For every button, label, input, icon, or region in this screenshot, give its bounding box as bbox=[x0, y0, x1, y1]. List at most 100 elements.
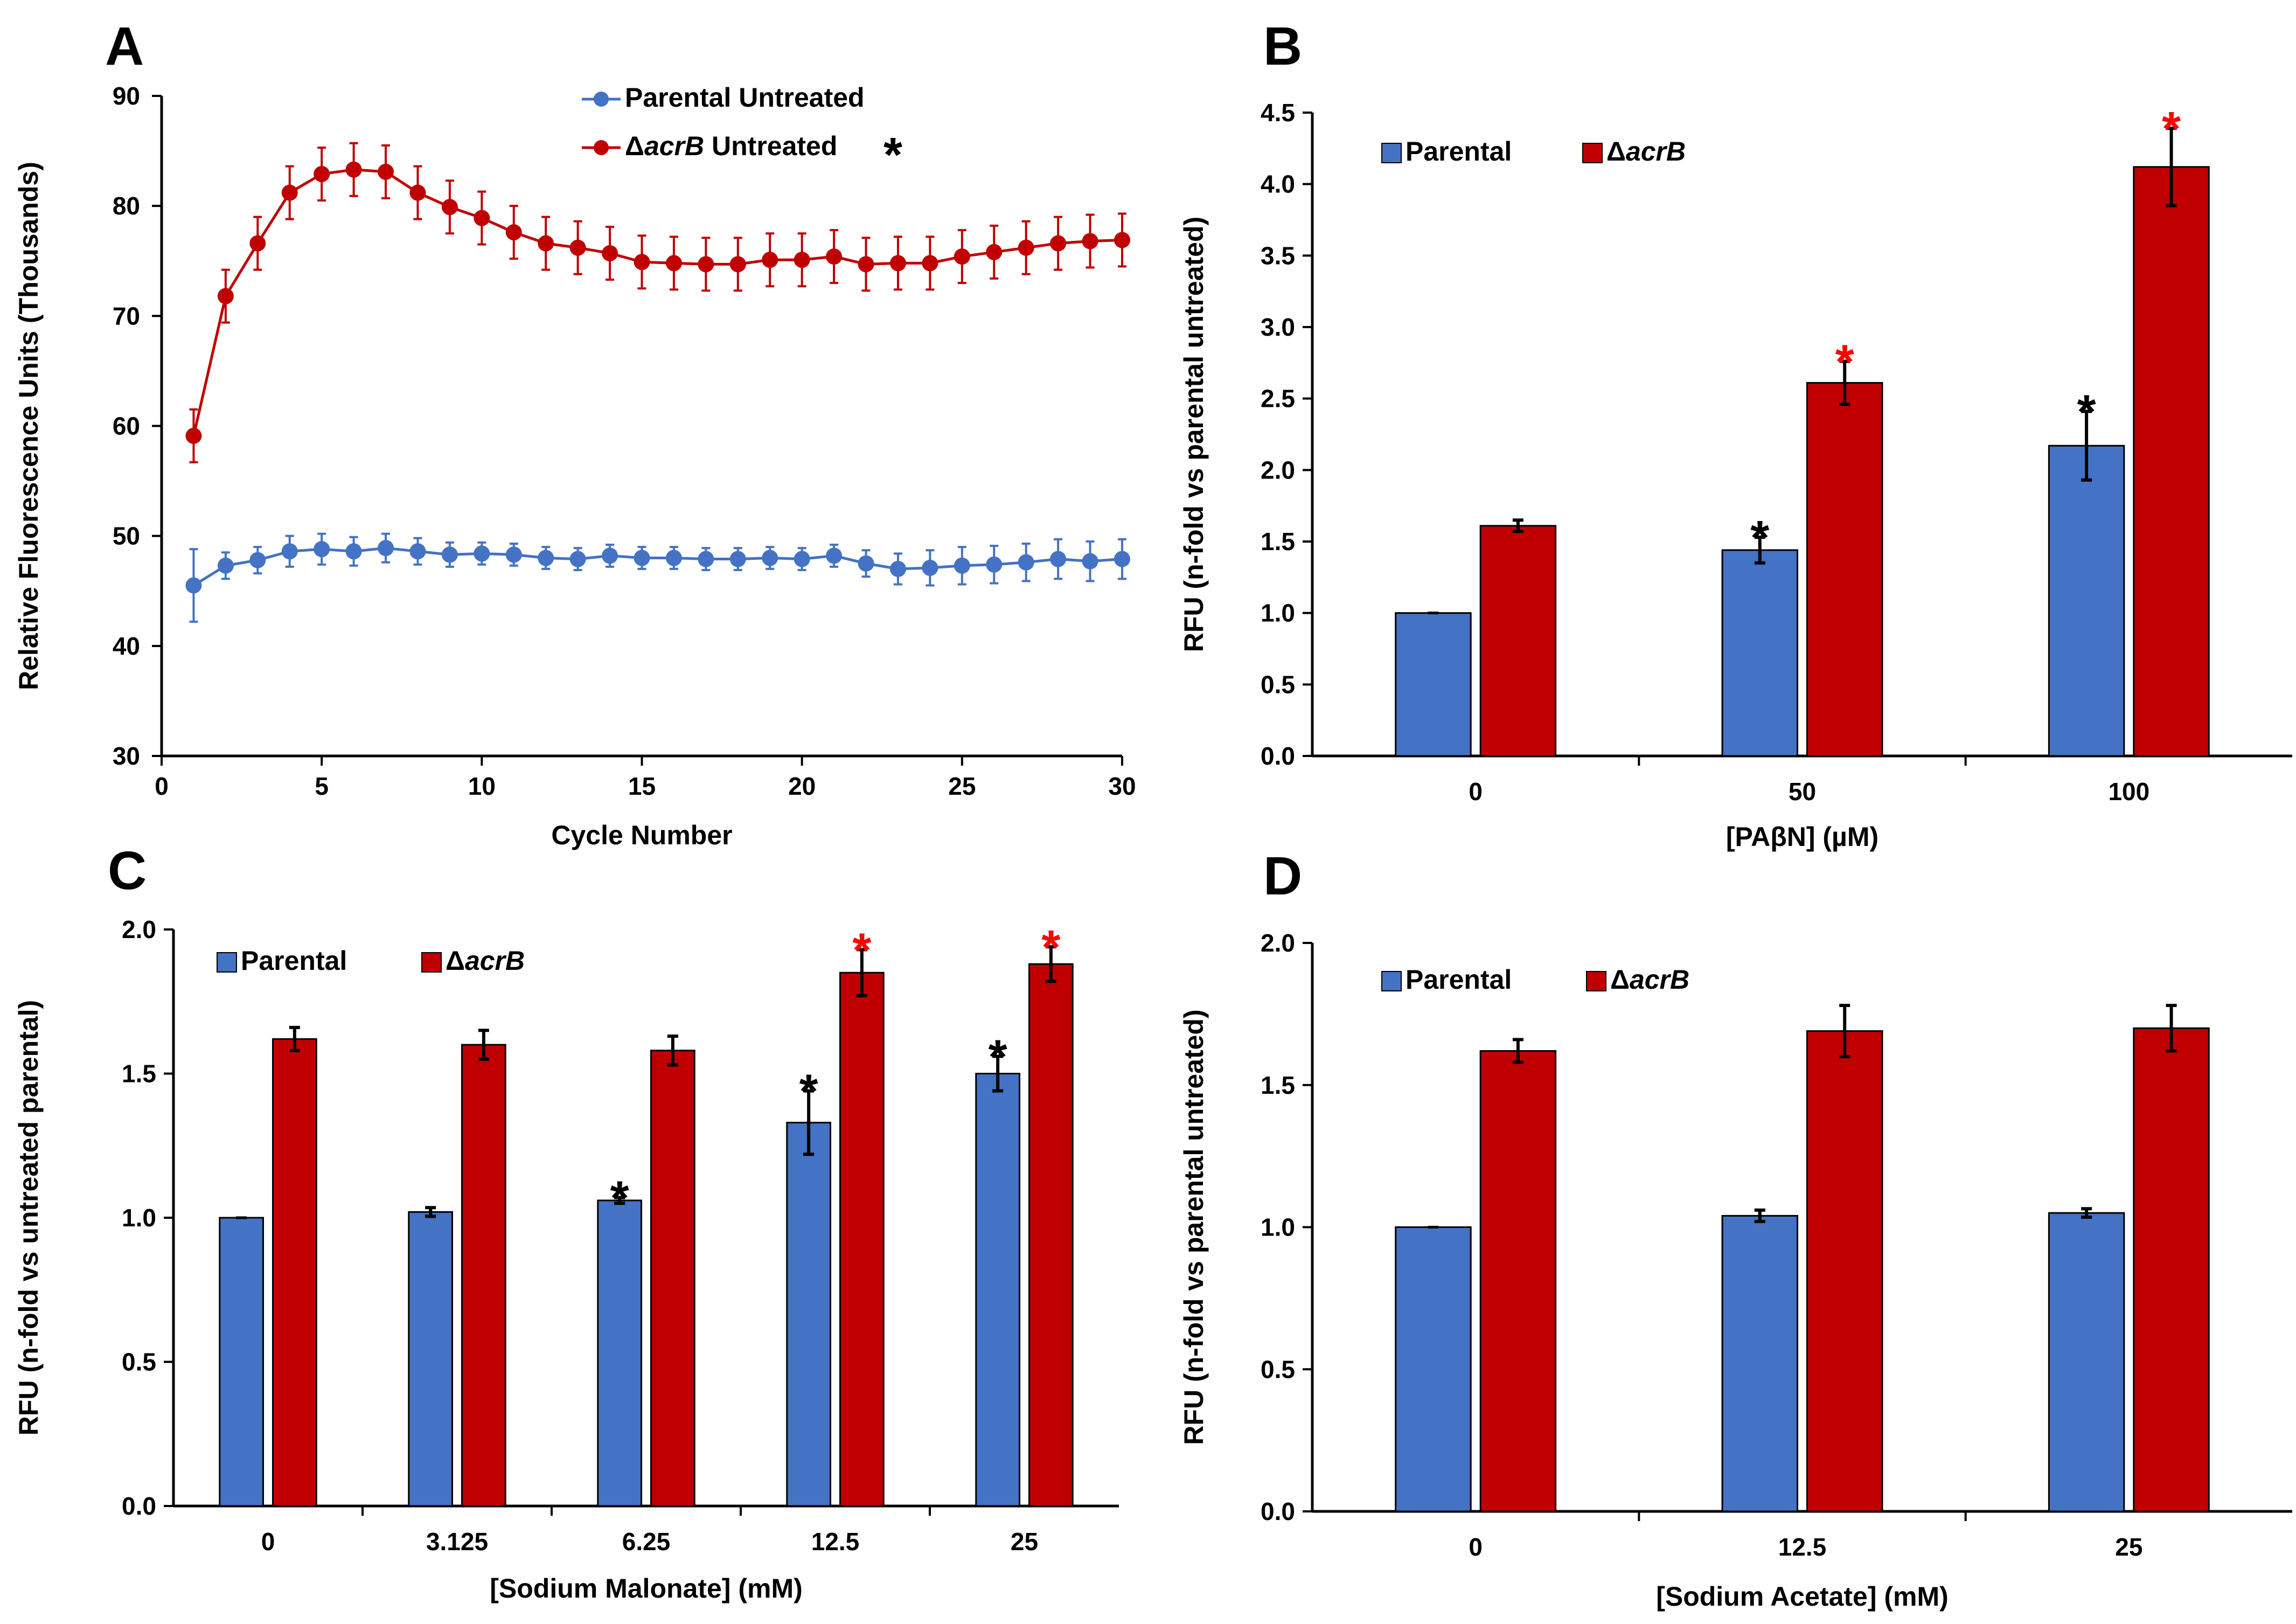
legend-italic: acrB bbox=[1630, 964, 1689, 995]
panel-b-y-tick-label: 4.5 bbox=[1261, 99, 1295, 127]
panel-b-x-tick-label: 100 bbox=[2108, 778, 2149, 806]
panel-c-x-tick-label: 6.25 bbox=[622, 1528, 671, 1556]
panel-b-bar bbox=[1721, 549, 1798, 757]
panel-b-y-tick-label: 1.0 bbox=[1261, 599, 1295, 627]
panel-a-legend-label: Parental Untreated bbox=[625, 82, 865, 113]
panel-a-data-point bbox=[474, 545, 490, 562]
panel-a-data-point bbox=[441, 199, 458, 216]
panel-a-data-point bbox=[1082, 233, 1098, 249]
panel-a-data-point bbox=[185, 427, 202, 444]
panel-a-data-point bbox=[538, 550, 554, 566]
panel-a-data-point bbox=[217, 557, 234, 574]
panel-b-y-tick-label: 3.5 bbox=[1261, 241, 1295, 269]
panel-a-data-point bbox=[1114, 551, 1130, 567]
panel-a-data-point bbox=[954, 557, 970, 574]
panel-a-data-point bbox=[217, 288, 234, 304]
panel-c-bar bbox=[786, 1121, 832, 1507]
panel-a-data-point bbox=[1050, 551, 1067, 567]
legend-suffix: Untreated bbox=[704, 131, 837, 161]
panel-c-y-tick-label: 1.0 bbox=[122, 1204, 156, 1232]
panel-a-data-point bbox=[314, 541, 330, 558]
panel-a-data-point bbox=[441, 546, 458, 563]
panel-a-data-point bbox=[729, 256, 746, 273]
panel-a-y-tick-label: 50 bbox=[113, 522, 140, 550]
panel-c-significance-star: * bbox=[610, 1172, 629, 1226]
panel-a-data-point bbox=[409, 184, 426, 201]
panel-a-data-point bbox=[986, 244, 1003, 260]
panel-b: B 0.0 0.5 1.0 1.5 2.0 2.5 3.0 3.5 4.0 4.5 0 50 * * 100 *… bbox=[1179, 16, 2292, 852]
legend-italic: acrB bbox=[1626, 136, 1686, 166]
panel-a-data-point bbox=[1114, 232, 1130, 248]
panel-a-data-point bbox=[409, 543, 426, 560]
panel-c-letter: C bbox=[108, 841, 147, 901]
panel-a-data-point bbox=[378, 163, 394, 180]
panel-d-y-axis-label: RFU (n-fold vs parental untreated) bbox=[1179, 1009, 1209, 1445]
panel-b-y-tick-label: 0.5 bbox=[1261, 670, 1295, 698]
panel-d-bar bbox=[1479, 1050, 1557, 1512]
panel-c-bar bbox=[839, 971, 885, 1507]
panel-a-data-point bbox=[665, 550, 682, 566]
panel-a-y-tick-label: 40 bbox=[113, 632, 140, 660]
panel-a-x-tick-label: 0 bbox=[155, 772, 169, 800]
panel-d-x-tick-label: 0 bbox=[1469, 1533, 1483, 1561]
panel-a-data-point bbox=[314, 165, 330, 182]
panel-a-significance-star: * bbox=[883, 128, 902, 182]
panel-b-y-tick-label: 2.5 bbox=[1261, 385, 1295, 413]
panel-a-y-tick-label: 80 bbox=[113, 192, 140, 220]
panel-a-data-point bbox=[922, 559, 938, 576]
panel-a-x-tick-label: 15 bbox=[628, 772, 656, 800]
panel-a-data-point bbox=[698, 551, 714, 567]
panel-c-x-tick-label: 3.125 bbox=[426, 1528, 488, 1556]
panel-c-x-axis-label: [Sodium Malonate] (mM) bbox=[490, 1573, 803, 1604]
panel-c-bar bbox=[219, 1217, 264, 1507]
panel-a-data-point bbox=[762, 252, 778, 268]
legend-suffix: Parental Untreated bbox=[625, 82, 865, 113]
panel-c-legend-label-parental: Parental bbox=[241, 946, 347, 976]
panel-d-legend-swatch-mutant bbox=[1586, 971, 1606, 991]
panel-b-legend-label-mutant: ΔacrB bbox=[1606, 136, 1686, 166]
panel-a-data-point bbox=[634, 254, 650, 270]
panel-b-significance-star: * bbox=[1835, 336, 1854, 390]
panel-d-x-tick-label: 25 bbox=[2115, 1533, 2142, 1561]
panel-c-x-tick-label: 25 bbox=[1011, 1528, 1038, 1556]
panel-d-bar bbox=[1395, 1226, 1472, 1512]
panel-c-legend-swatch-mutant bbox=[421, 952, 442, 973]
panel-a-data-point bbox=[826, 547, 843, 564]
panel-b-bar bbox=[2048, 445, 2125, 757]
panel-c-y-tick-label: 1.5 bbox=[122, 1060, 156, 1088]
panel-c-legend-swatch-parental bbox=[217, 952, 237, 973]
panel-c-significance-star: * bbox=[1041, 921, 1060, 975]
panel-a-data-point bbox=[889, 560, 906, 577]
panel-b-letter: B bbox=[1263, 16, 1302, 77]
panel-d-legend-label-mutant: ΔacrB bbox=[1610, 964, 1689, 995]
panel-a-y-tick-label: 30 bbox=[113, 742, 140, 770]
panel-d-bar bbox=[1721, 1214, 1798, 1512]
panel-b-y-tick-label: 3.0 bbox=[1261, 313, 1295, 341]
panel-a-x-tick-label: 20 bbox=[788, 772, 816, 800]
panel-a-data-point bbox=[1018, 554, 1034, 571]
panel-a-series-1 bbox=[185, 142, 1130, 463]
panel-a-letter: A bbox=[105, 16, 144, 77]
panel-a-data-point bbox=[729, 551, 746, 567]
panel-b-significance-star: * bbox=[2162, 102, 2181, 156]
panel-a-data-point bbox=[1018, 239, 1034, 256]
panel-b-y-axis-label: RFU (n-fold vs parental untreated) bbox=[1179, 217, 1209, 652]
panel-c-y-tick-label: 0.0 bbox=[122, 1492, 156, 1520]
panel-a-x-tick-label: 25 bbox=[948, 772, 976, 800]
panel-d-legend-label-parental: Parental bbox=[1406, 964, 1512, 995]
panel-a-data-point bbox=[474, 210, 490, 226]
panel-a-data-point bbox=[505, 546, 522, 563]
panel-c-significance-star: * bbox=[799, 1065, 818, 1119]
panel-b-legend-swatch-mutant bbox=[1582, 143, 1603, 163]
panel-a-data-point bbox=[826, 248, 843, 265]
panel-a-x-tick-label: 10 bbox=[468, 772, 496, 800]
panel-d-legend-swatch-parental bbox=[1381, 971, 1402, 991]
panel-a-data-point bbox=[762, 550, 778, 566]
panel-a-y-tick-label: 90 bbox=[113, 82, 140, 110]
panel-a-data-point bbox=[281, 184, 298, 201]
panel-a-data-point bbox=[858, 555, 874, 572]
panel-a-data-point bbox=[922, 255, 938, 272]
panel-c-bar bbox=[650, 1050, 695, 1507]
panel-d-bar bbox=[1806, 1030, 1883, 1512]
panel-c-bar bbox=[1028, 963, 1074, 1507]
